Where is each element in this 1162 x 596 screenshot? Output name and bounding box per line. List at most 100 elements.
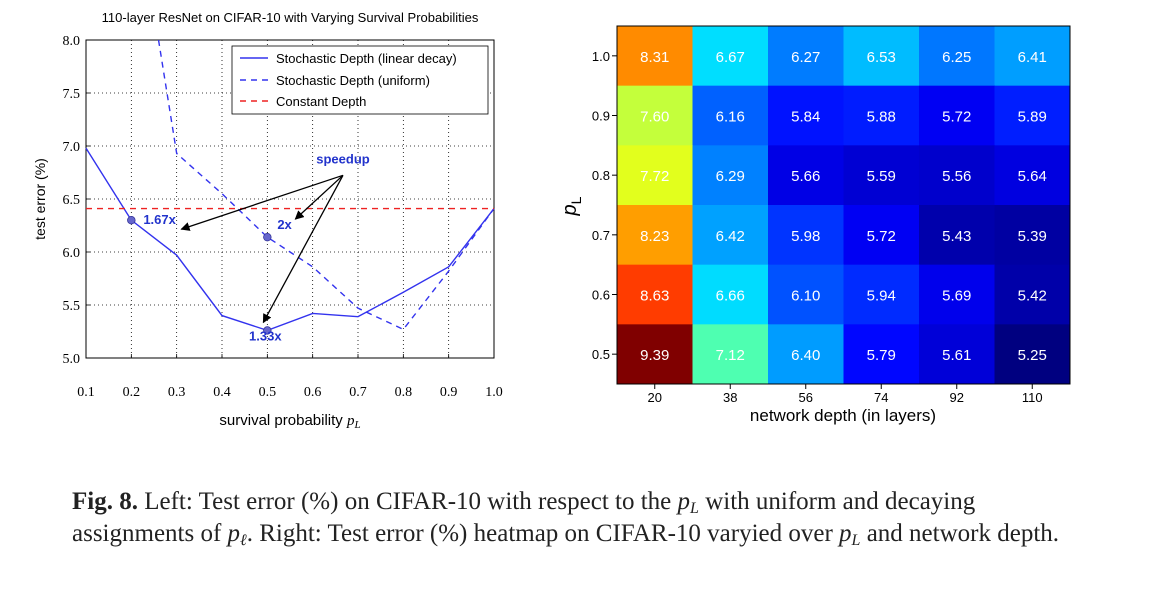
- series-line-uniform: [157, 39, 495, 331]
- speedup-label: 1.67x: [143, 212, 176, 227]
- heatmap-chart: 8.31 6.67 6.27 6.53 6.25 6.41 7.60 6.16 5.84 5.88…: [559, 25, 1071, 425]
- x-tick-label: 0.5: [259, 385, 277, 400]
- y-tick-label: 7.0: [63, 140, 81, 155]
- heatmap-cell: [768, 324, 844, 385]
- heatmap-x-tick-label: 56: [799, 390, 813, 405]
- heatmap-cell-value: 6.40: [791, 347, 820, 364]
- heatmap-cell-value: 5.59: [867, 168, 896, 185]
- heatmap-cell-value: 7.72: [640, 168, 669, 185]
- heatmap-cell: [919, 264, 995, 325]
- legend-label-linear-decay: Stochastic Depth (linear decay): [276, 51, 457, 66]
- speedup-marker: [263, 232, 272, 242]
- heatmap-cell: [617, 85, 693, 146]
- heatmap-cell: [692, 26, 769, 87]
- line-chart-annotations: 1.67x 2x 1.33x speedup: [127, 151, 370, 343]
- series-line-linear-decay: [85, 147, 495, 332]
- heatmap-cell-value: 5.98: [791, 228, 820, 245]
- y-tick-label: 7.5: [63, 87, 81, 102]
- heatmap-x-tick-label: 110: [1022, 390, 1043, 405]
- heatmap-cell-value: 5.69: [942, 288, 971, 305]
- heatmap-cell: [768, 26, 844, 87]
- heatmap-cell-value: 5.64: [1018, 168, 1047, 185]
- y-tick-label: 8.0: [63, 34, 81, 49]
- heatmap-y-tick-label: 0.8: [592, 168, 610, 183]
- heatmap-cell: [617, 264, 693, 325]
- heatmap-cell-value: 5.88: [867, 109, 896, 126]
- figure-caption: Fig. 8. Left: Test error (%) on CIFAR-10…: [72, 486, 1082, 550]
- heatmap-cell-value: 5.84: [791, 109, 820, 126]
- legend-label-uniform: Stochastic Depth (uniform): [276, 73, 430, 88]
- heatmap-cell: [617, 26, 693, 87]
- heatmap-cell-value: 6.27: [791, 49, 820, 66]
- heatmap-cell-value: 5.72: [867, 228, 896, 245]
- heatmap-cell: [768, 264, 844, 325]
- speedup-label: 2x: [277, 217, 292, 232]
- x-tick-label: 0.1: [77, 385, 95, 400]
- speedup-label: 1.33x: [249, 328, 282, 343]
- speedup-arrow: [294, 174, 344, 220]
- heatmap-cell: [843, 264, 920, 325]
- x-tick-label: 0.9: [440, 385, 458, 400]
- line-chart-y-ticks: 5.0 5.5 6.0 6.5 7.0 7.5 8.0: [63, 34, 90, 367]
- heatmap-cell: [919, 205, 995, 266]
- heatmap-cell-value: 6.41: [1018, 49, 1047, 66]
- heatmap-cell-value: 8.31: [640, 49, 669, 66]
- heatmap-cell: [692, 145, 769, 206]
- heatmap-cell: [994, 205, 1071, 266]
- heatmap-y-label: pL: [559, 196, 584, 216]
- x-tick-label: 0.8: [395, 385, 413, 400]
- heatmap-x-tick-label: 38: [723, 390, 737, 405]
- y-tick-label: 5.5: [63, 299, 81, 314]
- heatmap-cell-value: 6.53: [867, 49, 896, 66]
- y-tick-label: 6.5: [63, 193, 81, 208]
- heatmap-x-tick-label: 92: [950, 390, 964, 405]
- heatmap-y-tick-label: 1.0: [592, 49, 610, 64]
- x-tick-label: 0.2: [123, 385, 141, 400]
- caption-subscript-3: L: [851, 532, 861, 549]
- heatmap-cell: [617, 145, 693, 206]
- heatmap-cell: [843, 145, 920, 206]
- line-chart-title: 110-layer ResNet on CIFAR-10 with Varyin…: [102, 10, 479, 25]
- heatmap-frame: [616, 25, 1071, 385]
- heatmap-cell: [919, 26, 995, 87]
- heatmap-x-tick-label: 74: [874, 390, 888, 405]
- x-tick-label: 0.7: [349, 385, 367, 400]
- heatmap-cell-value: 7.60: [640, 109, 669, 126]
- heatmap-cell: [994, 264, 1071, 325]
- heatmap-y-tick-label: 0.5: [592, 347, 610, 362]
- heatmap-y-tick-label: 0.9: [592, 109, 610, 124]
- heatmap-y-tick-label: 0.6: [592, 288, 610, 303]
- caption-subscript-2: ℓ: [240, 532, 247, 549]
- caption-text-1: Left: Test error (%) on CIFAR-10 with re…: [144, 488, 672, 515]
- heatmap-cell: [919, 324, 995, 385]
- caption-text-4: and network depth.: [866, 520, 1060, 547]
- heatmap-cell-value: 5.66: [791, 168, 820, 185]
- line-chart-series: [85, 39, 495, 332]
- heatmap-cell: [843, 85, 920, 146]
- heatmap-cell: [768, 145, 844, 206]
- heatmap-cells: 8.31 6.67 6.27 6.53 6.25 6.41 7.60 6.16 5.84 5.88…: [617, 26, 1071, 385]
- heatmap-x-ticks: 20 38 56 74 92 110: [648, 384, 1043, 405]
- heatmap-cell-value: 7.12: [716, 347, 745, 364]
- line-chart-legend: Stochastic Depth (linear decay) Stochast…: [231, 45, 489, 115]
- heatmap-x-tick-label: 20: [648, 390, 662, 405]
- heatmap-cell: [692, 264, 769, 325]
- caption-text-3: . Right: Test error (%) heatmap on CIFAR…: [246, 520, 833, 547]
- speedup-marker: [127, 215, 136, 225]
- y-tick-label: 6.0: [63, 246, 81, 261]
- heatmap-cell-value: 6.25: [942, 49, 971, 66]
- speedup-arrow: [180, 174, 344, 231]
- heatmap-cell-value: 8.23: [640, 228, 669, 245]
- heatmap-y-tick-label: 0.7: [592, 228, 610, 243]
- speedup-marker: [263, 326, 272, 335]
- heatmap-cell-value: 5.94: [867, 288, 896, 305]
- heatmap-cell-value: 5.79: [867, 347, 896, 364]
- heatmap-cell: [994, 26, 1071, 87]
- heatmap-cell: [692, 205, 769, 266]
- y-tick-label: 5.0: [63, 352, 81, 367]
- heatmap-cell-value: 6.16: [716, 109, 745, 126]
- heatmap-cell: [843, 324, 920, 385]
- heatmap-cell-value: 5.56: [942, 168, 971, 185]
- speedup-arrow: [262, 175, 344, 324]
- heatmap-y-ticks: 1.0 0.9 0.8 0.7 0.6 0.5: [592, 49, 617, 362]
